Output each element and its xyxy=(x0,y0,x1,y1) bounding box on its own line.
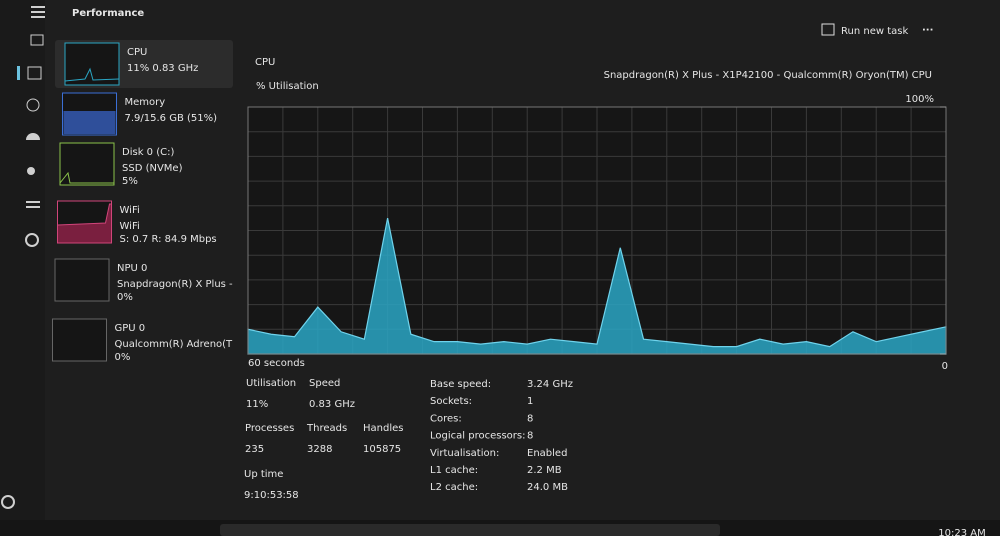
stat-value: 0.83 GHz xyxy=(309,399,355,410)
stat-value: 11% xyxy=(246,399,268,410)
x-axis-label: 60 seconds xyxy=(248,358,305,369)
rail-icons xyxy=(1,6,45,509)
thumbnail-fill xyxy=(63,111,116,134)
stat-value: 105875 xyxy=(363,444,401,455)
menu-icon[interactable] xyxy=(31,6,45,8)
y-axis-label: % Utilisation xyxy=(256,81,319,92)
thumbnail xyxy=(52,318,107,362)
item-name: CPU xyxy=(127,47,147,58)
cpu-graph: 0 100% xyxy=(247,94,948,372)
item-detail: 5% xyxy=(122,176,138,187)
selected-indicator xyxy=(17,66,20,80)
menu-icon[interactable] xyxy=(31,11,45,13)
item-detail: 0% xyxy=(117,292,133,303)
processes-icon[interactable] xyxy=(30,34,44,46)
detail-label: Virtualisation: xyxy=(430,448,499,459)
history-icon[interactable] xyxy=(26,98,40,112)
startup-icon[interactable] xyxy=(26,133,40,140)
item-detail: Snapdragon(R) X Plus - xyxy=(117,279,233,290)
stat-label: Utilisation xyxy=(246,378,296,389)
stat-label: Handles xyxy=(363,423,403,434)
item-detail: 7.9/15.6 GB (51%) xyxy=(125,113,218,124)
item-name: WiFi xyxy=(120,205,140,216)
item-name: Disk 0 (C:) xyxy=(122,147,174,158)
taskbar-apps xyxy=(220,524,720,536)
thumbnail xyxy=(54,258,110,302)
item-detail: WiFi xyxy=(120,221,140,232)
detail-value: 1 xyxy=(527,396,533,407)
item-detail: 0% xyxy=(115,352,131,363)
y-tick-label: 100% xyxy=(905,94,934,105)
processor-name: Snapdragon(R) X Plus - X1P42100 - Qualco… xyxy=(604,70,932,81)
stat-value: 3288 xyxy=(307,444,332,455)
detail-value: 24.0 MB xyxy=(527,482,568,493)
item-detail: 11% 0.83 GHz xyxy=(127,63,198,74)
detail-value: 3.24 GHz xyxy=(527,379,573,390)
more-button[interactable]: ··· xyxy=(922,25,933,36)
settings-icon[interactable] xyxy=(1,495,15,509)
detail-value: 8 xyxy=(527,413,533,424)
y-tick-label: 0 xyxy=(942,361,948,372)
details-icon[interactable] xyxy=(26,206,40,208)
main-title: CPU xyxy=(255,57,275,68)
stat-value: 9:10:53:58 xyxy=(244,490,299,501)
stat-label: Speed xyxy=(309,378,340,389)
item-name: Memory xyxy=(125,97,166,108)
stat-label: Processes xyxy=(245,423,294,434)
thumbnail-fill xyxy=(57,203,112,244)
item-detail: S: 0.7 R: 84.9 Mbps xyxy=(120,234,217,245)
detail-value: 2.2 MB xyxy=(527,465,562,476)
stat-label: Up time xyxy=(244,469,283,480)
sidebar: CPU 11% 0.83 GHz Memory 7.9/15.6 GB (51%) Di… xyxy=(52,42,234,363)
run-new-task[interactable]: Run new task xyxy=(841,26,908,37)
thumbnail-line xyxy=(64,67,120,82)
item-detail: SSD (NVMe) xyxy=(122,163,183,174)
detail-label: Cores: xyxy=(430,413,462,424)
thumbnail-line xyxy=(59,171,114,184)
item-name: GPU 0 xyxy=(115,323,146,334)
icon-rail xyxy=(0,0,45,520)
detail-label: Sockets: xyxy=(430,396,472,407)
item-detail: Qualcomm(R) Adreno(T xyxy=(115,339,234,350)
stat-value: 235 xyxy=(245,444,264,455)
page-title: Performance xyxy=(72,8,144,19)
thumbnail xyxy=(59,142,115,186)
plot-border xyxy=(247,106,947,355)
run-icon[interactable] xyxy=(821,23,835,36)
detail-value: Enabled xyxy=(527,448,567,459)
services-icon[interactable] xyxy=(25,233,39,247)
item-name: NPU 0 xyxy=(117,263,147,274)
detail-label: Base speed: xyxy=(430,379,491,390)
detail-label: Logical processors: xyxy=(430,431,525,442)
details: Base speed: 3.24 GHz Sockets: 1 Cores: 8Logic… xyxy=(430,379,573,493)
stats: Utilisation 11% Speed 0.83 GHz Processes 235 T… xyxy=(244,378,403,501)
details-icon[interactable] xyxy=(26,201,40,203)
detail-label: L1 cache: xyxy=(430,465,478,476)
users-icon[interactable] xyxy=(27,167,35,175)
clock: 10:23 AM xyxy=(938,528,985,536)
stat-label: Threads xyxy=(306,423,347,434)
detail-value: 8 xyxy=(527,431,533,442)
performance-icon[interactable] xyxy=(27,66,42,80)
thumbnail xyxy=(64,42,120,86)
menu-icon[interactable] xyxy=(31,16,45,18)
detail-label: L2 cache: xyxy=(430,482,478,493)
utilisation-area xyxy=(247,218,947,355)
